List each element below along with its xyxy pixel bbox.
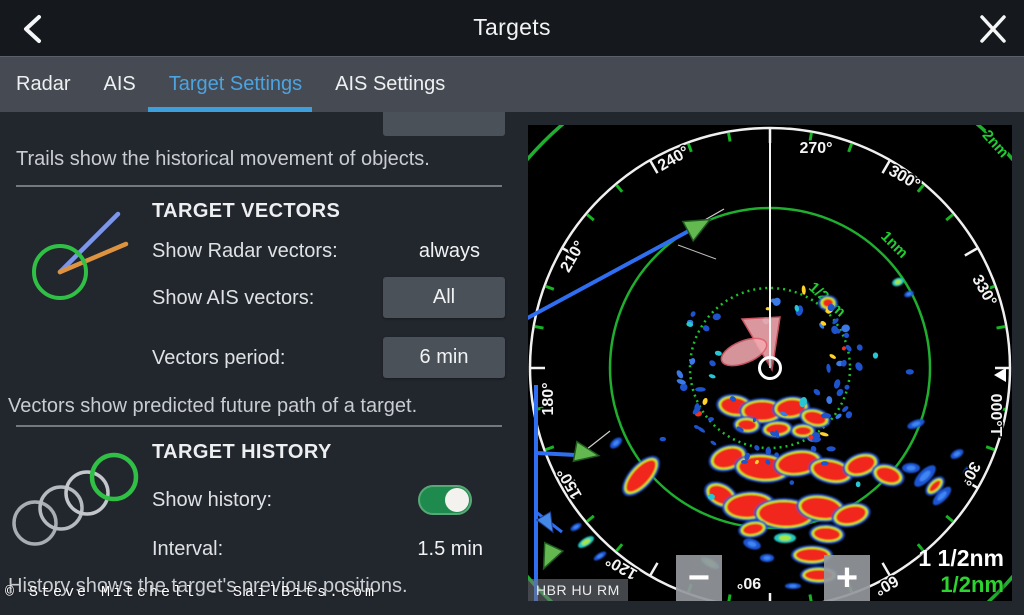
ais-target-icon [681,218,712,243]
back-icon[interactable] [14,10,54,48]
divider [16,185,502,187]
show-radar-vectors-value: always [418,240,480,262]
watermark: © Steve Mitchell - SailBits.com [5,584,378,601]
radar-status-badge: HBR HU RM [528,579,628,601]
vectors-period-button[interactable]: 6 min [383,337,505,378]
settings-panel: Trails show the historical movement of o… [0,112,516,615]
bearing-label: 300° [886,162,923,193]
ring-half-nm [688,286,852,450]
target-vectors-icon [32,211,129,300]
show-radar-vectors-label: Show Radar vectors: [152,240,338,262]
bearing-label: 180° [540,382,557,415]
bearing-label: 150° [554,465,585,502]
bearing-label: 330° [968,272,999,309]
range-in-button[interactable]: + [824,555,870,601]
ais-target-icon [542,541,565,571]
compass-ring [528,126,1012,601]
tab-target-settings[interactable]: Target Settings [168,73,303,95]
target-history-icon [12,452,139,546]
range-out-button[interactable]: − [676,555,722,601]
range-label: 1 1/2nm [918,545,1004,571]
north-marker-icon [994,368,1006,382]
dialog-header: Targets [0,0,1024,56]
target-vectors-heading: TARGET VECTORS [152,200,341,222]
show-ais-vectors-label: Show AIS vectors: [152,287,315,309]
radar-echoes [570,277,973,589]
bearing-label: 210° [557,238,588,275]
own-ship-icon [758,356,782,380]
bearing-label: 270° [799,140,832,157]
show-history-toggle[interactable] [418,485,472,515]
bearing-label: 90° [737,574,761,591]
ring-label-1nm: 1nm [877,228,911,262]
close-icon[interactable] [972,10,1012,48]
vectors-note: Vectors show predicted future path of a … [8,395,418,417]
ais-target-icon [572,440,601,463]
ring-interval-label: 1/2nm [940,572,1004,597]
divider [16,425,502,427]
show-ais-vectors-button[interactable]: All [383,277,505,318]
show-history-label: Show history: [152,489,273,511]
radar-svg: 2nm 1nm 1/2nm [528,125,1012,601]
page-title: Targets [473,14,551,40]
bearing-label: 240° [655,143,692,174]
target-history-heading: TARGET HISTORY [152,441,332,463]
radar-clutter [659,285,914,500]
north-bearing-label: 000°T [987,394,1004,437]
radar-panel: 2nm 1nm 1/2nm [516,112,1024,615]
interval-label: Interval: [152,538,224,560]
radar-display[interactable]: 2nm 1nm 1/2nm [528,125,1012,601]
toggle-knob [445,488,469,512]
tab-ais-settings[interactable]: AIS Settings [335,73,446,95]
interval-value: 1.5 min [417,538,483,560]
tab-bar: Radar AIS Target Settings AIS Settings [0,56,1024,112]
bearing-label: 60° [872,571,901,598]
active-tab-underline [148,107,312,112]
ais-targets [528,208,725,601]
history-note: History shows the target's previous posi… [8,575,408,597]
tab-radar[interactable]: Radar [16,73,71,95]
partial-button[interactable] [383,112,505,136]
tab-ais[interactable]: AIS [103,73,136,95]
vectors-period-label: Vectors period: [152,347,286,369]
trails-note: Trails show the historical movement of o… [16,148,430,170]
ais-target-icon [535,511,554,534]
